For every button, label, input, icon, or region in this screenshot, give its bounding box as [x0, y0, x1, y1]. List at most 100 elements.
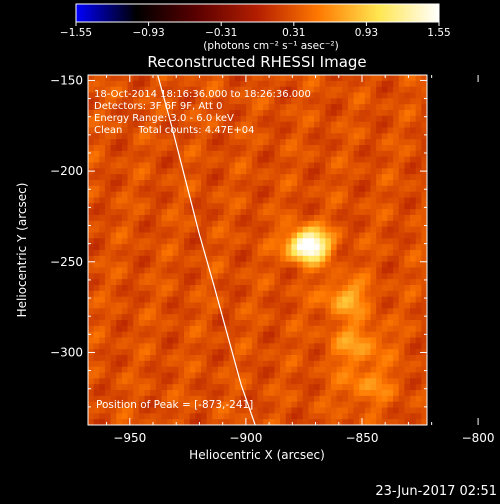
image-pixel [195, 314, 202, 321]
image-pixel [116, 168, 123, 175]
image-pixel [155, 273, 163, 280]
image-pixel [184, 261, 191, 269]
image-pixel [201, 168, 208, 175]
image-pixel [195, 343, 202, 350]
image-pixel [308, 215, 315, 222]
image-pixel [178, 110, 185, 117]
image-pixel [195, 92, 202, 99]
image-pixel [387, 290, 394, 298]
image-pixel [274, 80, 281, 88]
image-pixel [217, 156, 225, 164]
image-pixel [240, 191, 247, 199]
image-pixel [110, 343, 117, 350]
image-pixel [404, 203, 411, 210]
image-pixel [127, 197, 134, 204]
image-pixel [212, 395, 219, 403]
image-pixel [381, 314, 389, 321]
image-pixel [240, 290, 247, 298]
image-pixel [325, 191, 332, 199]
image-pixel [285, 337, 292, 344]
image-pixel [144, 360, 151, 368]
image-pixel [364, 360, 372, 368]
image-pixel [195, 127, 202, 134]
image-pixel [178, 378, 185, 385]
image-pixel [404, 261, 411, 269]
image-pixel [330, 156, 338, 164]
image-pixel [347, 290, 355, 298]
image-pixel [347, 197, 355, 204]
image-pixel [110, 273, 117, 280]
image-pixel [308, 203, 315, 210]
image-pixel [189, 197, 196, 204]
image-pixel [421, 250, 427, 257]
image-pixel [308, 92, 315, 99]
image-pixel [274, 413, 281, 420]
image-pixel [376, 250, 383, 257]
image-pixel [178, 261, 185, 269]
image-pixel [155, 244, 163, 251]
image-pixel [336, 168, 343, 175]
image-pixel [330, 86, 338, 94]
image-pixel [167, 401, 174, 409]
image-pixel [415, 145, 422, 152]
image-pixel [347, 372, 355, 379]
image-pixel [172, 110, 179, 117]
image-pixel [347, 150, 355, 158]
image-pixel [172, 203, 179, 210]
image-pixel [263, 156, 270, 164]
image-pixel [88, 98, 95, 105]
image-pixel [172, 372, 179, 379]
image-pixel [161, 139, 168, 146]
image-pixel [223, 360, 230, 368]
image-pixel [121, 378, 129, 385]
image-pixel [161, 156, 168, 164]
image-pixel [138, 104, 146, 111]
image-pixel [217, 145, 225, 152]
image-pixel [297, 156, 304, 164]
image-pixel [155, 104, 163, 111]
image-pixel [167, 121, 174, 129]
image-pixel [144, 325, 151, 333]
image-pixel [347, 92, 355, 99]
image-pixel [99, 378, 106, 385]
image-pixel [223, 384, 230, 391]
image-pixel [212, 320, 219, 327]
image-pixel [308, 232, 315, 239]
image-pixel [155, 308, 163, 315]
image-pixel [223, 168, 230, 175]
image-pixel [404, 244, 411, 251]
image-pixel [167, 127, 174, 134]
image-pixel [370, 139, 377, 146]
image-pixel [206, 174, 213, 181]
image-pixel [285, 92, 292, 99]
image-pixel [325, 226, 332, 234]
image-pixel [393, 273, 400, 280]
image-pixel [161, 121, 168, 129]
image-pixel [246, 238, 253, 245]
image-pixel [88, 139, 95, 146]
image-pixel [387, 121, 394, 129]
image-pixel [234, 209, 242, 216]
image-pixel [421, 215, 427, 222]
image-pixel [93, 331, 100, 339]
image-pixel [138, 185, 146, 193]
image-pixel [268, 407, 276, 414]
image-pixel [155, 395, 163, 403]
image-pixel [93, 302, 100, 309]
image-pixel [393, 209, 400, 216]
image-pixel [234, 285, 242, 292]
image-pixel [330, 407, 338, 414]
image-pixel [240, 267, 247, 274]
image-pixel [229, 104, 236, 111]
image-pixel [93, 349, 100, 356]
image-pixel [376, 413, 383, 420]
image-pixel [280, 302, 287, 309]
image-pixel [314, 314, 321, 321]
image-pixel [330, 121, 338, 129]
image-pixel [155, 366, 163, 374]
image-pixel [161, 273, 168, 280]
image-pixel [184, 279, 191, 286]
image-pixel [404, 127, 411, 134]
image-pixel [364, 139, 372, 146]
image-pixel [336, 150, 343, 158]
